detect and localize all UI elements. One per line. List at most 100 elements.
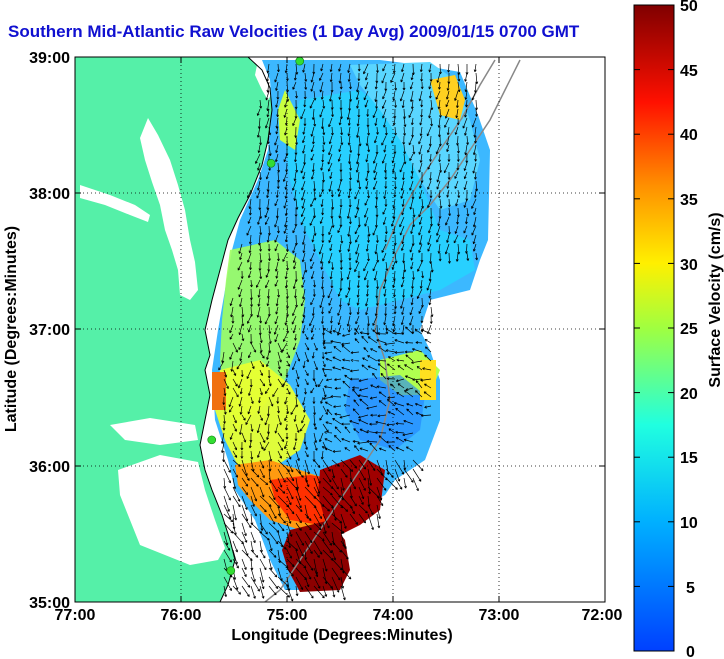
velocity-arrow: [267, 243, 271, 252]
velocity-arrow: [312, 288, 316, 297]
velocity-arrow: [370, 413, 378, 417]
velocity-arrow: [310, 72, 315, 83]
velocity-arrow: [295, 468, 304, 478]
velocity-arrow: [266, 234, 270, 243]
velocity-arrow: [438, 252, 442, 262]
velocity-arrow: [292, 81, 297, 90]
velocity-arrow: [304, 459, 310, 475]
velocity-arrow: [284, 396, 288, 405]
velocity-arrow: [366, 108, 370, 117]
velocity-arrow: [259, 378, 266, 387]
velocity-arrow: [347, 63, 351, 73]
velocity-arrow: [295, 162, 299, 173]
velocity-arrow: [284, 414, 288, 422]
velocity-arrow: [313, 585, 325, 599]
velocity-arrow: [239, 423, 243, 435]
velocity-arrow: [232, 558, 239, 569]
velocity-arrow: [446, 126, 450, 136]
velocity-arrow: [357, 270, 361, 279]
velocity-arrow: [405, 341, 414, 345]
velocity-arrow: [275, 126, 279, 135]
velocity-arrow: [366, 405, 378, 410]
velocity-arrow: [400, 180, 405, 191]
velocity-arrow: [241, 315, 245, 327]
velocity-arrow: [304, 333, 309, 340]
velocity-arrow: [275, 99, 279, 108]
velocity-arrow: [248, 198, 252, 210]
velocity-arrow: [456, 216, 460, 225]
velocity-arrow: [328, 135, 333, 145]
velocity-arrow: [381, 153, 387, 164]
velocity-arrow: [250, 477, 259, 487]
velocity-arrow: [223, 495, 230, 512]
velocity-arrow: [274, 135, 279, 146]
velocity-arrow: [274, 423, 279, 434]
velocity-arrow: [391, 153, 396, 164]
velocity-arrow: [410, 171, 414, 180]
velocity-arrow: [241, 306, 245, 318]
velocity-arrow: [302, 135, 306, 144]
velocity-arrow: [277, 450, 282, 459]
velocity-arrow: [422, 367, 432, 371]
velocity-arrow: [463, 162, 468, 171]
velocity-arrow: [454, 225, 459, 234]
velocity-arrow: [295, 504, 303, 513]
velocity-arrow: [268, 504, 277, 519]
velocity-arrow: [409, 180, 414, 191]
velocity-arrow: [256, 306, 261, 318]
velocity-arrow: [353, 399, 360, 407]
velocity-arrow: [466, 135, 470, 145]
velocity-arrow: [267, 306, 271, 317]
velocity-arrow: [275, 270, 279, 279]
velocity-arrow: [232, 342, 238, 353]
velocity-arrow: [304, 585, 314, 599]
velocity-arrow: [259, 333, 263, 344]
velocity-arrow: [250, 423, 254, 432]
velocity-arrow: [313, 576, 321, 589]
velocity-arrow: [277, 477, 283, 488]
velocity-arrow: [411, 348, 423, 353]
velocity-arrow: [456, 207, 460, 218]
velocity-arrow: [238, 342, 243, 351]
velocity-arrow: [403, 117, 407, 128]
velocity-arrow: [404, 350, 414, 354]
velocity-arrow: [256, 189, 261, 199]
velocity-arrow: [223, 468, 231, 484]
velocity-arrow: [223, 540, 231, 551]
velocity-arrow: [376, 504, 381, 520]
velocity-arrow: [475, 99, 478, 111]
velocity-arrow: [363, 261, 369, 272]
velocity-arrow: [456, 135, 459, 146]
velocity-arrow: [286, 495, 292, 506]
velocity-arrow: [291, 360, 297, 371]
velocity-arrow: [264, 207, 270, 218]
velocity-arrow: [311, 351, 315, 359]
velocity-arrow: [436, 234, 441, 243]
velocity-arrow: [344, 426, 351, 434]
velocity-arrow: [286, 486, 294, 500]
velocity-arrow: [381, 135, 387, 146]
velocity-arrow: [320, 90, 324, 100]
velocity-arrow: [381, 243, 387, 253]
velocity-arrow: [266, 432, 270, 440]
velocity-arrow: [393, 306, 397, 315]
velocity-arrow: [293, 261, 297, 270]
velocity-arrow: [406, 408, 414, 416]
velocity-arrow: [367, 513, 374, 531]
velocity-arrow: [322, 468, 332, 483]
velocity-arrow: [356, 288, 360, 298]
velocity-arrow: [319, 252, 324, 264]
velocity-arrow: [373, 180, 378, 190]
velocity-arrow: [284, 270, 288, 280]
velocity-arrow: [365, 171, 369, 182]
velocity-arrow: [426, 279, 432, 291]
velocity-arrow: [275, 81, 279, 91]
velocity-arrow: [415, 341, 423, 345]
velocity-arrow: [419, 117, 423, 126]
velocity-arrow: [395, 436, 405, 443]
velocity-arrow: [394, 468, 401, 482]
velocity-arrow: [444, 243, 450, 255]
velocity-arrow: [294, 432, 298, 442]
velocity-arrow: [239, 252, 243, 261]
velocity-arrow: [354, 261, 360, 273]
